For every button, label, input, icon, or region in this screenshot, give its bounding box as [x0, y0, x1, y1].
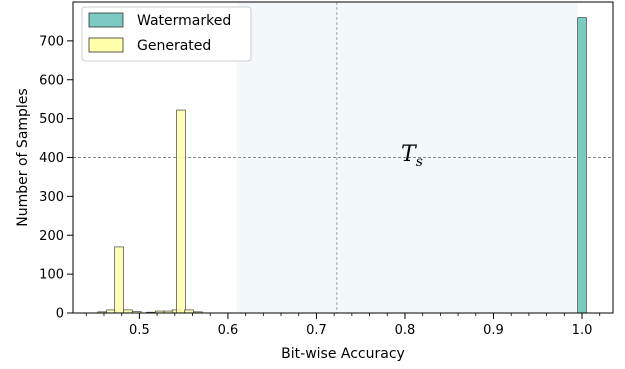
- legend-label-generated: Generated: [137, 38, 211, 54]
- y-tick-label: 700: [39, 34, 64, 49]
- legend-swatch-watermarked: [88, 12, 124, 28]
- y-tick-label: 100: [39, 268, 64, 283]
- bar-generated-9: [176, 109, 186, 314]
- x-tick-label: 0.7: [306, 323, 327, 338]
- bar-watermarked-0: [577, 17, 587, 314]
- y-tick-label: 600: [39, 73, 64, 88]
- y-axis-label: Number of Samples: [15, 88, 31, 226]
- y-tick-label: 200: [39, 229, 64, 244]
- legend: Watermarked Generated: [81, 6, 252, 62]
- y-tick-label: 400: [39, 151, 64, 166]
- x-tick-label: 0.5: [129, 323, 150, 338]
- x-tick-label: 0.6: [218, 323, 239, 338]
- x-axis-ticks: 0.5 0.6 0.7 0.8 0.9 1.0: [85, 313, 601, 338]
- y-axis-ticks: 0 100 200 300 400 500 600 700: [39, 34, 73, 322]
- x-tick-label: 0.8: [395, 323, 416, 338]
- legend-swatch-generated: [88, 37, 124, 53]
- x-tick-label: 1.0: [572, 323, 593, 338]
- y-tick-label: 300: [39, 190, 64, 205]
- y-tick-label: 500: [39, 112, 64, 127]
- x-axis-label: Bit-wise Accuracy: [281, 346, 405, 362]
- y-tick-label: 0: [56, 307, 64, 322]
- threshold-label-main: T: [401, 142, 418, 167]
- bar-generated-2: [114, 246, 124, 314]
- threshold-label-subscript: s: [416, 154, 423, 170]
- legend-box: [81, 6, 252, 62]
- legend-label-watermarked: Watermarked: [137, 13, 231, 29]
- x-tick-label: 0.9: [483, 323, 504, 338]
- threshold-label: Ts: [401, 142, 423, 170]
